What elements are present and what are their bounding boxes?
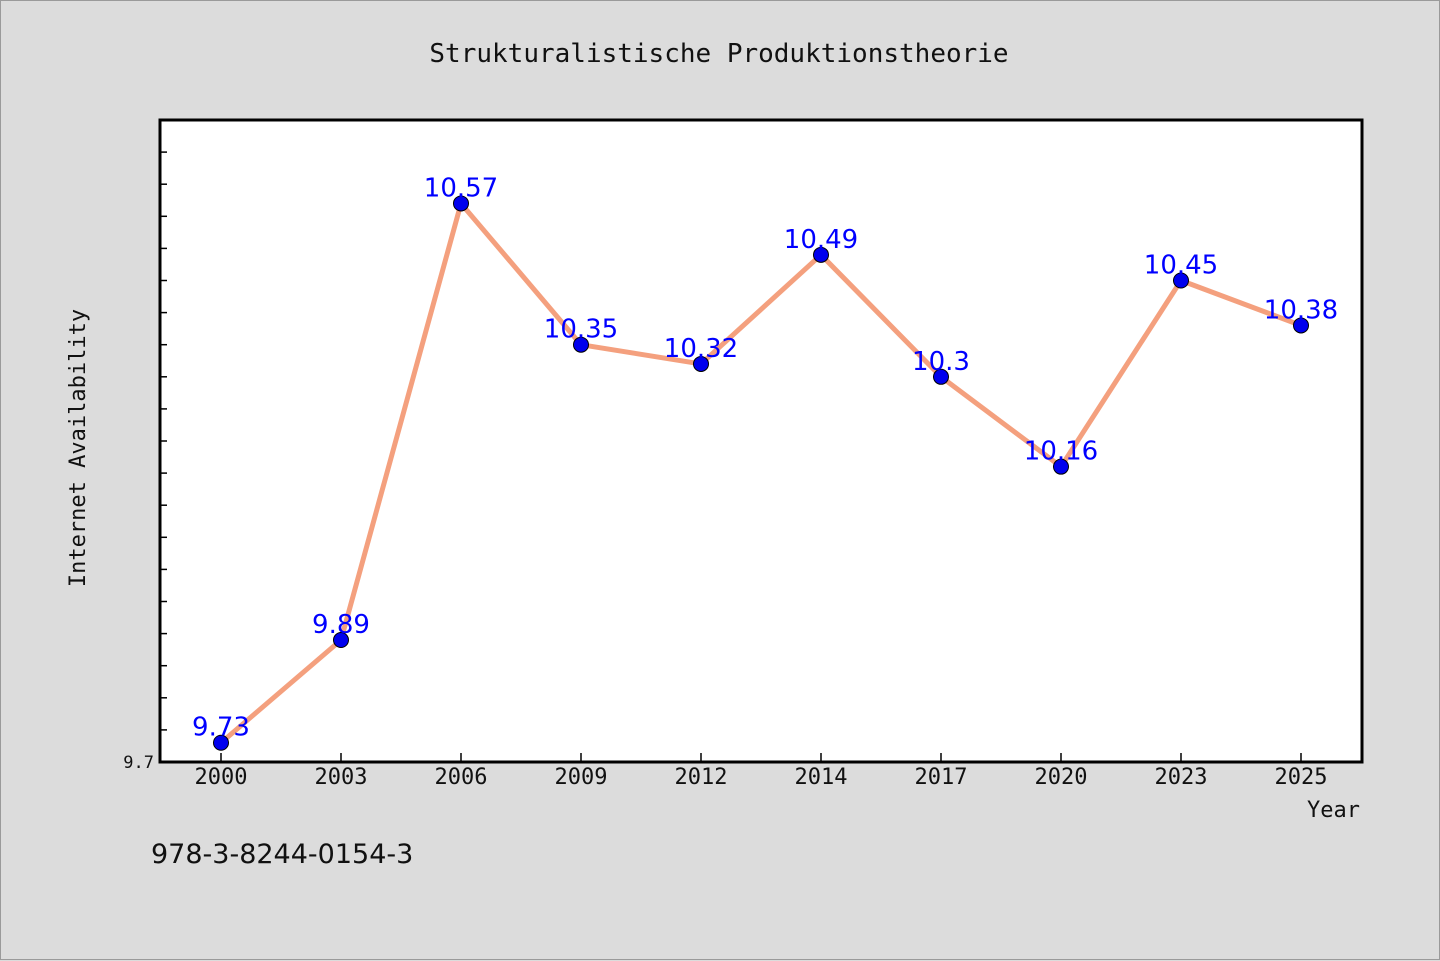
x-tick-labels: 2000 2003 2006 2009 2012 2014 2017 2020 2023 2025 <box>195 765 1328 790</box>
y-axis-label: Internet Availability <box>66 309 91 587</box>
data-label: 10.57 <box>424 173 498 203</box>
x-tick-label: 2025 <box>1275 765 1328 790</box>
y-axis-ticks <box>160 151 167 763</box>
data-point <box>693 355 709 372</box>
x-tick-label: 2017 <box>915 765 968 790</box>
data-label: 10.38 <box>1264 295 1338 325</box>
x-axis-ticks <box>220 753 1302 762</box>
x-tick-label: 2006 <box>435 765 488 790</box>
x-tick-label: 2023 <box>1155 765 1208 790</box>
data-label: 10.45 <box>1144 251 1218 281</box>
data-label: 10.32 <box>664 334 738 364</box>
data-point <box>813 246 829 263</box>
data-label: 10.3 <box>912 347 970 377</box>
data-labels: 9.73 9.89 10.57 10.35 10.32 10.49 10.3 10.16 10.… <box>192 173 1338 742</box>
data-label: 10.49 <box>784 225 858 255</box>
data-markers <box>213 195 1309 751</box>
data-point <box>333 632 349 649</box>
data-point <box>1173 272 1189 289</box>
x-tick-label: 2000 <box>195 765 248 790</box>
y-tick-label: 9.7 <box>123 753 154 773</box>
data-label: 10.35 <box>544 315 618 345</box>
x-tick-label: 2003 <box>315 765 368 790</box>
data-point <box>453 195 469 212</box>
data-label: 10.16 <box>1024 437 1098 467</box>
data-point <box>933 368 949 385</box>
x-tick-label: 2014 <box>795 765 848 790</box>
data-point <box>1053 458 1069 475</box>
plot-area <box>158 118 1364 764</box>
x-tick-label: 2020 <box>1035 765 1088 790</box>
x-axis-label: Year <box>1307 798 1360 823</box>
data-point <box>573 336 589 353</box>
data-point <box>1293 317 1309 334</box>
x-tick-label: 2012 <box>675 765 728 790</box>
x-tick-label: 2009 <box>555 765 608 790</box>
data-label: 9.73 <box>192 713 250 743</box>
data-label: 9.89 <box>312 610 370 640</box>
isbn-text: 978-3-8244-0154-3 <box>151 839 413 870</box>
chart-title: Strukturalistische Produktionstheorie <box>429 39 1008 69</box>
data-point <box>213 734 229 751</box>
series-line <box>218 200 1304 746</box>
